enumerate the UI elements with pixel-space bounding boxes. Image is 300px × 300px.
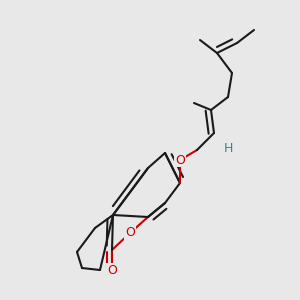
Text: O: O	[175, 154, 185, 166]
Text: O: O	[107, 263, 117, 277]
Text: H: H	[223, 142, 233, 154]
Text: O: O	[125, 226, 135, 239]
